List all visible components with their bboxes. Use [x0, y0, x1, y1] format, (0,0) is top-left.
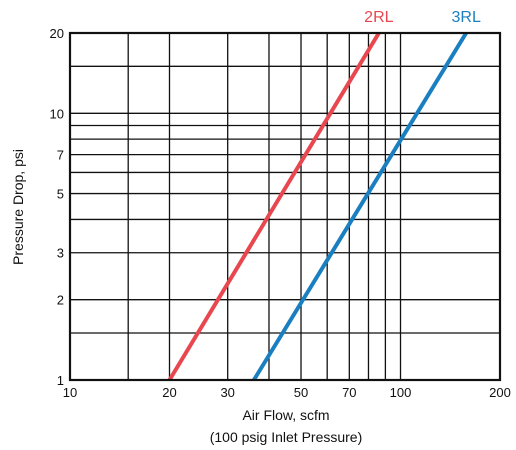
x-axis-subtitle: (100 psig Inlet Pressure)	[210, 429, 363, 445]
y-tick-label: 3	[57, 246, 64, 261]
x-tick-labels: 10 20 30 50 70 100 200	[63, 385, 511, 400]
x-tick-label: 50	[294, 385, 308, 400]
series-labels: 2RL 3RL	[364, 9, 481, 26]
y-tick-label: 2	[57, 293, 64, 308]
x-tick-label: 200	[489, 385, 511, 400]
plot-frame	[68, 31, 502, 382]
y-tick-label: 7	[57, 148, 64, 163]
y-tick-labels: 1 2 3 5 7 10 20	[50, 26, 64, 388]
x-axis-title: Air Flow, scfm	[242, 407, 329, 423]
x-tick-label: 20	[162, 385, 176, 400]
series-line-3rl	[252, 31, 468, 382]
y-tick-label: 1	[57, 373, 64, 388]
x-tick-label: 70	[342, 385, 356, 400]
series-lines	[167, 31, 468, 382]
series-line-2rl	[167, 31, 381, 382]
series-label-3rl: 3RL	[451, 9, 480, 26]
y-axis-title: Pressure Drop, psi	[10, 149, 26, 265]
x-tick-label: 100	[390, 385, 412, 400]
y-tick-label: 20	[50, 26, 64, 41]
x-tick-label: 10	[63, 385, 77, 400]
y-tick-label: 5	[57, 187, 64, 202]
y-tick-label: 10	[50, 106, 64, 121]
x-tick-label: 30	[220, 385, 234, 400]
series-label-2rl: 2RL	[364, 9, 393, 26]
